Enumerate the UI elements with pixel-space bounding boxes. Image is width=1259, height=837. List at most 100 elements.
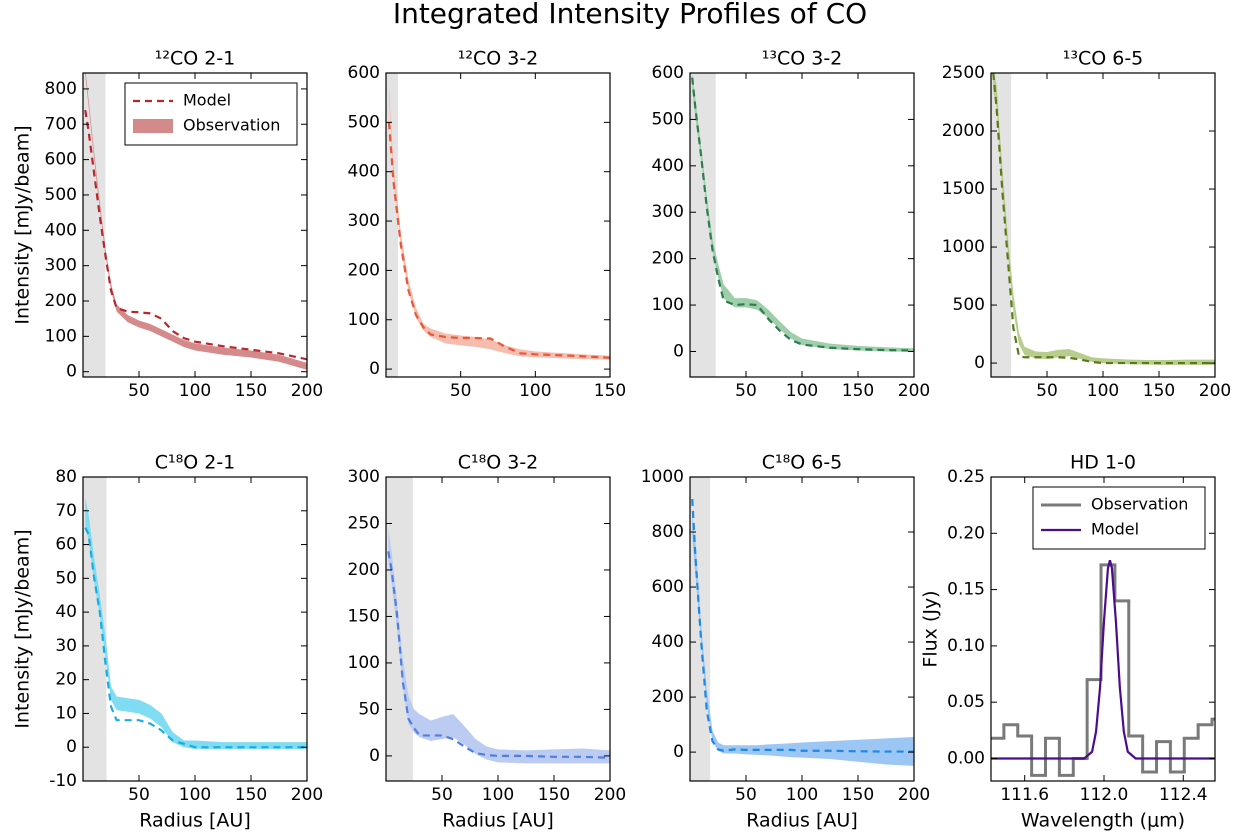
y-tick-label: 200 (348, 260, 380, 280)
legend-box (124, 82, 298, 146)
model-line (691, 77, 914, 352)
x-tick-label: 50 (735, 785, 757, 805)
y-tick-label: 400 (652, 632, 684, 652)
shaded-region (690, 73, 716, 377)
y-tick-label: 0 (66, 737, 77, 757)
y-tick-label: 800 (45, 79, 77, 99)
legend-label: Observation (183, 116, 280, 135)
y-tick-label: 1000 (942, 237, 985, 257)
y-tick-label: 600 (45, 150, 77, 170)
y-tick-label: 0 (369, 746, 380, 766)
y-axis-label: Intensity [mJy/beam] (12, 125, 34, 324)
y-tick-label: 600 (652, 577, 684, 597)
x-tick-label: 50 (431, 785, 453, 805)
x-tick-label: 150 (842, 381, 874, 401)
plot-area (386, 477, 610, 781)
x-tick-label: 100 (482, 785, 514, 805)
shaded-region (386, 73, 398, 377)
figure-title: Integrated Intensity Profiles of CO (393, 0, 867, 30)
y-tick-label: 600 (652, 63, 684, 83)
x-tick-label: 100 (786, 381, 818, 401)
x-tick-label: 200 (291, 785, 323, 805)
axes-frame (990, 476, 1216, 782)
y-tick-label: 200 (652, 249, 684, 269)
model-line (84, 527, 307, 749)
y-tick-label: 0.10 (947, 636, 985, 656)
y-tick-label: 100 (348, 310, 380, 330)
y-tick-label: -10 (49, 771, 77, 791)
model-line (992, 73, 1215, 365)
y-tick-label: 300 (348, 467, 380, 487)
y-tick-label: 300 (652, 202, 684, 222)
y-tick-label: 0.00 (947, 748, 985, 768)
y-tick-label: 60 (55, 535, 77, 555)
y-tick-label: 200 (652, 687, 684, 707)
y-tick-label: 100 (45, 326, 77, 346)
y-tick-label: 200 (348, 560, 380, 580)
y-axis-label: Flux (Jy) (920, 590, 942, 667)
panel-title: ¹²CO 2-1 (155, 48, 236, 70)
y-tick-label: 700 (45, 114, 77, 134)
y-tick-label: 400 (652, 156, 684, 176)
x-tick-label: 150 (594, 381, 626, 401)
plot-area (690, 477, 914, 781)
model-line (387, 551, 610, 759)
legend-box (1032, 486, 1206, 550)
axes-frame (385, 72, 611, 378)
y-tick-label: 100 (348, 653, 380, 673)
plot-area (690, 73, 914, 377)
legend-label: Model (1091, 520, 1139, 539)
x-tick-label: 100 (519, 381, 551, 401)
y-tick-label: 800 (652, 522, 684, 542)
panel-title: ¹³CO 3-2 (762, 48, 843, 70)
x-tick-label: 100 (1087, 381, 1119, 401)
panel-title: ¹²CO 3-2 (458, 48, 539, 70)
plot-area (386, 73, 610, 377)
model-line (991, 560, 1215, 760)
y-tick-label: 2500 (942, 63, 985, 83)
model-line (387, 122, 610, 359)
y-tick-label: 30 (55, 636, 77, 656)
panel-title: C¹⁸O 3-2 (458, 452, 539, 474)
legend-swatch (133, 119, 173, 133)
y-tick-label: 1000 (641, 467, 684, 487)
x-tick-label: 200 (594, 785, 626, 805)
y-tick-label: 0 (673, 341, 684, 361)
y-tick-label: 80 (55, 467, 77, 487)
y-tick-label: 0 (369, 359, 380, 379)
y-tick-label: 70 (55, 501, 77, 521)
y-tick-label: 300 (348, 211, 380, 231)
model-line (84, 109, 307, 361)
x-tick-label: 50 (128, 381, 150, 401)
plot-area (83, 477, 307, 781)
y-tick-label: 500 (45, 185, 77, 205)
shaded-region (991, 73, 1012, 377)
legend-label: Observation (1091, 495, 1188, 514)
y-tick-label: 500 (348, 112, 380, 132)
x-tick-label: 150 (538, 785, 570, 805)
y-tick-label: 0.20 (947, 523, 985, 543)
y-tick-label: 400 (348, 162, 380, 182)
y-tick-label: 600 (348, 63, 380, 83)
y-tick-label: 0 (974, 353, 985, 373)
y-tick-label: 50 (55, 568, 77, 588)
panel-title: C¹⁸O 6-5 (762, 452, 843, 474)
y-tick-label: 300 (45, 256, 77, 276)
y-tick-label: 10 (55, 703, 77, 723)
y-tick-label: 400 (45, 220, 77, 240)
y-tick-label: 50 (358, 699, 380, 719)
x-tick-label: 50 (735, 381, 757, 401)
y-tick-label: 0 (673, 742, 684, 762)
x-tick-label: 50 (450, 381, 472, 401)
panel-title: C¹⁸O 2-1 (155, 452, 236, 474)
x-tick-label: 150 (1143, 381, 1175, 401)
x-axis-label: Radius [AU] (442, 810, 553, 832)
y-tick-label: 40 (55, 602, 77, 622)
x-tick-label: 100 (179, 785, 211, 805)
x-axis-label: Radius [AU] (139, 810, 250, 832)
y-tick-label: 200 (45, 291, 77, 311)
y-tick-label: 0.15 (947, 580, 985, 600)
y-tick-label: 2000 (942, 121, 985, 141)
x-tick-label: 112.0 (1080, 785, 1129, 805)
